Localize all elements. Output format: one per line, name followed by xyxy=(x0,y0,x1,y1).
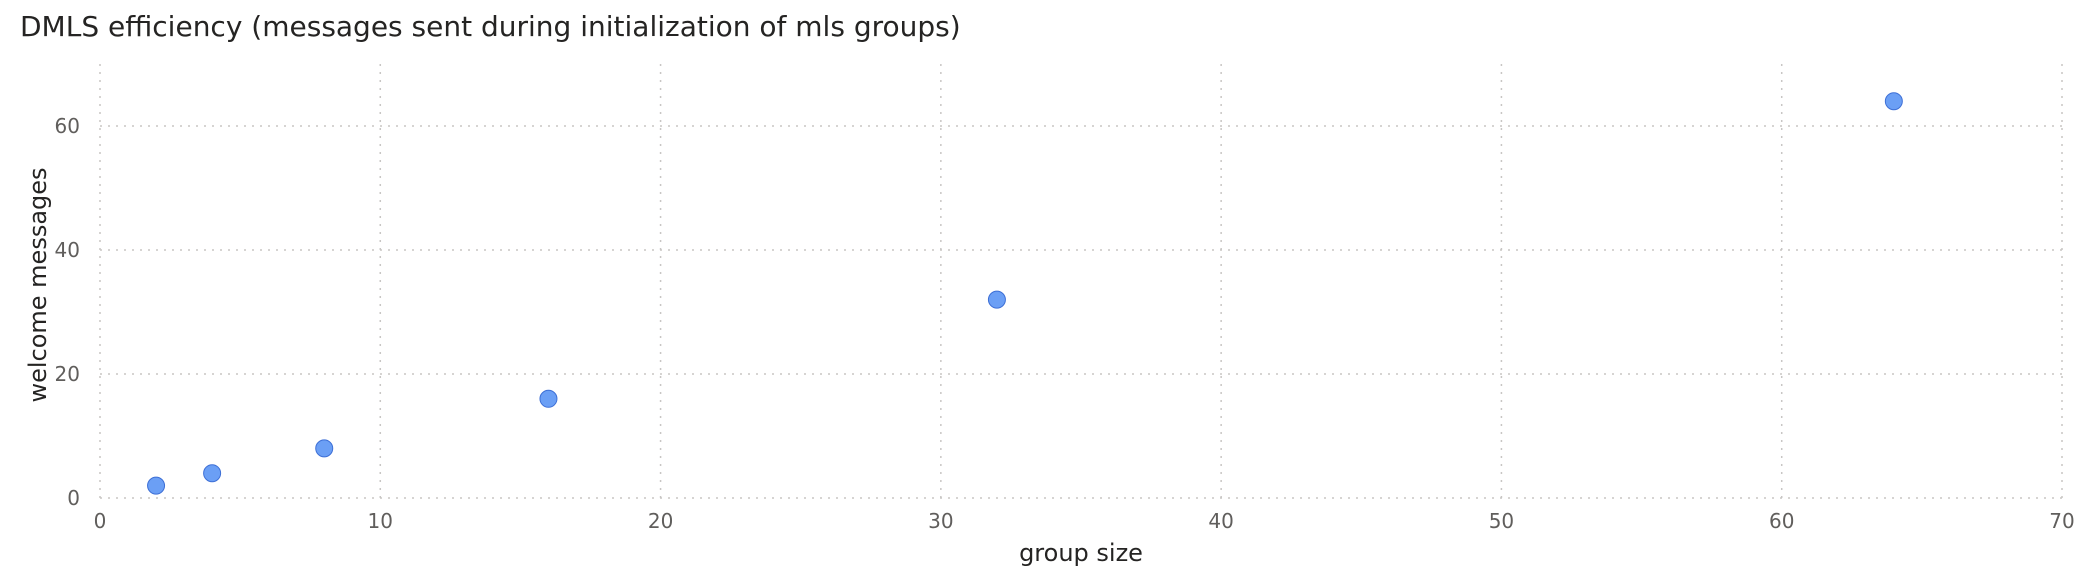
x-tick-label: 70 xyxy=(2049,509,2074,533)
data-point[interactable] xyxy=(315,439,334,458)
x-axis-ticks: 0 10 20 30 40 50 60 70 xyxy=(94,509,2075,533)
x-gridlines xyxy=(99,64,2063,498)
y-gridlines xyxy=(100,125,2062,499)
y-tick-label: 40 xyxy=(55,238,80,262)
data-point[interactable] xyxy=(987,290,1006,309)
data-points xyxy=(147,92,1903,495)
data-point[interactable] xyxy=(147,476,166,495)
y-tick-label: 20 xyxy=(55,362,80,386)
x-tick-label: 50 xyxy=(1489,509,1514,533)
y-tick-label: 60 xyxy=(55,114,80,138)
x-tick-label: 10 xyxy=(368,509,393,533)
data-point[interactable] xyxy=(203,464,222,483)
x-tick-label: 40 xyxy=(1208,509,1233,533)
chart-title: DMLS efficiency (messages sent during in… xyxy=(20,10,961,43)
x-tick-label: 0 xyxy=(94,509,107,533)
x-axis-title: group size xyxy=(1019,539,1143,567)
y-axis-title: welcome messages xyxy=(24,167,52,402)
x-tick-label: 30 xyxy=(928,509,953,533)
data-point[interactable] xyxy=(539,389,558,408)
data-point[interactable] xyxy=(1884,92,1903,111)
y-axis-ticks: 0 20 40 60 xyxy=(55,114,80,510)
x-tick-label: 20 xyxy=(648,509,673,533)
y-tick-label: 0 xyxy=(67,486,80,510)
x-tick-label: 60 xyxy=(1769,509,1794,533)
